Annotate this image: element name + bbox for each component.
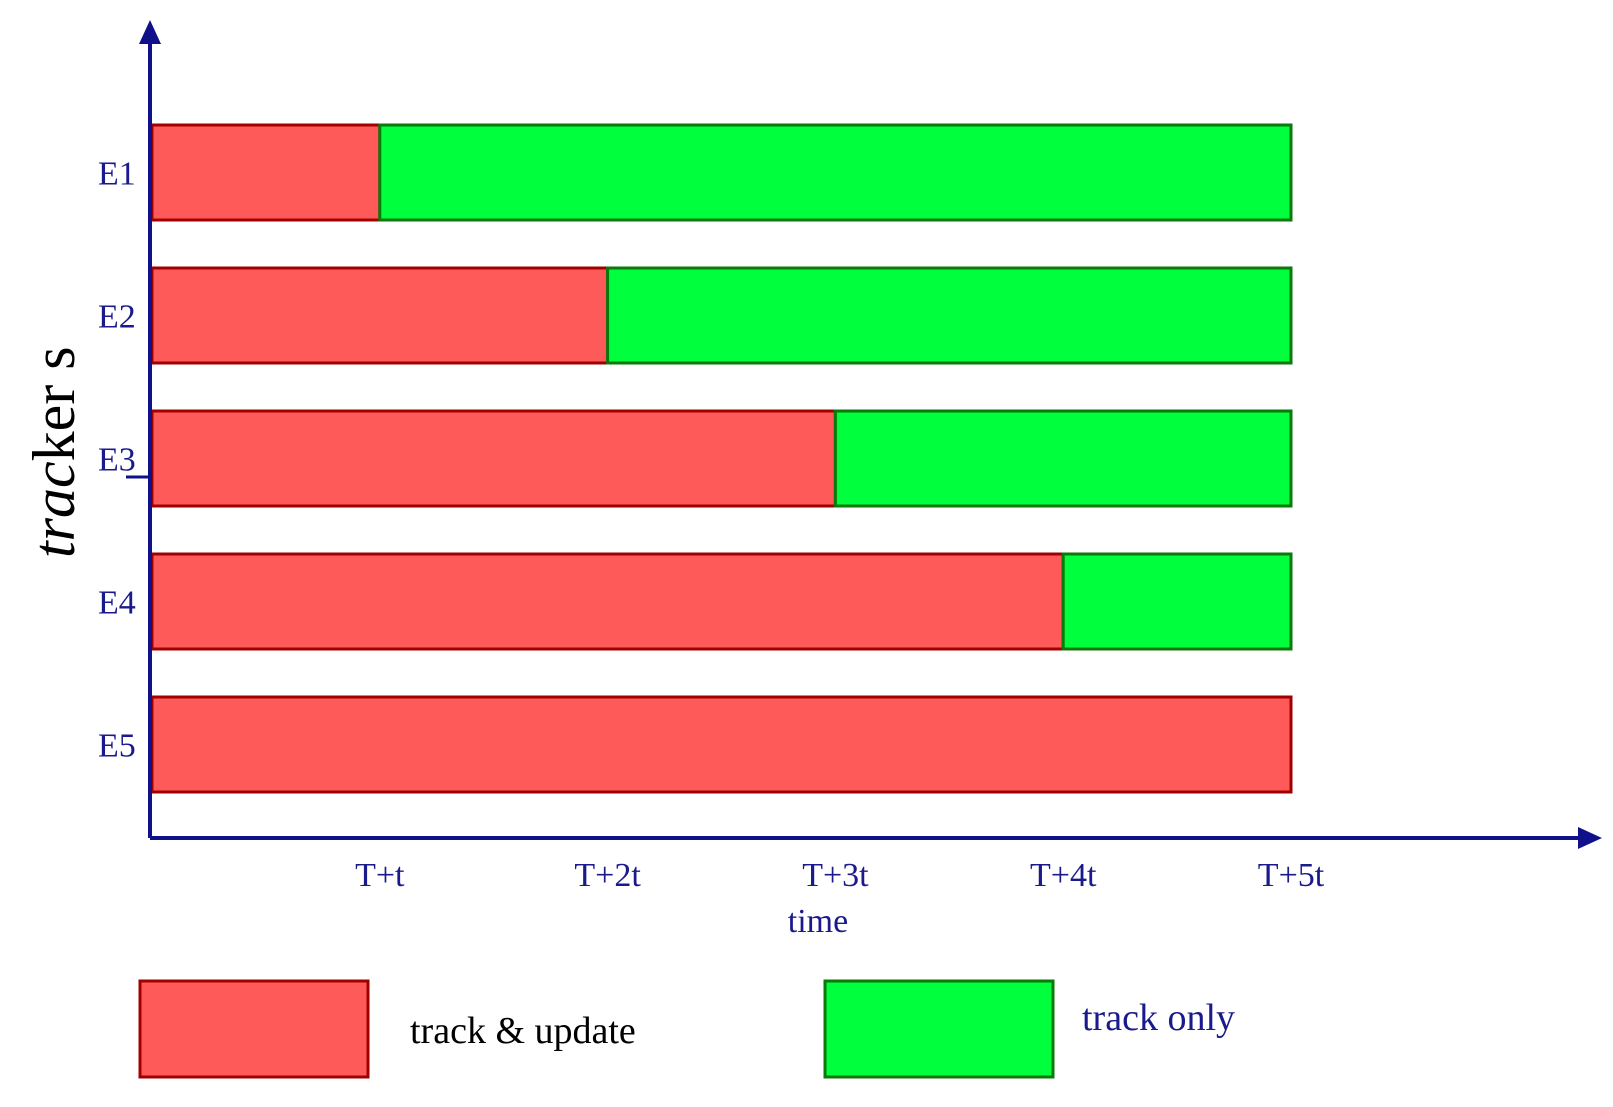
y-axis-label-roman-part: ker s: [21, 346, 87, 461]
bar-segment-e5-track-update: [150, 695, 1293, 794]
x-tick-label-5: T+5t: [1258, 857, 1325, 894]
x-tick-label-3: T+3t: [802, 857, 869, 894]
legend-label-track-update: track & update: [410, 1010, 636, 1052]
x-axis-arrow: [1578, 827, 1602, 849]
y-axis-label-italic-part: trac: [21, 461, 87, 558]
legend-swatch-track-only: [823, 979, 1055, 1079]
bar-segment-e2-track-update: [150, 266, 610, 365]
category-label-e4: E4: [98, 585, 136, 622]
bars-group: [150, 123, 1293, 794]
x-tick-label-1: T+t: [355, 857, 405, 894]
bar-segment-e4-track-only: [1061, 552, 1293, 651]
category-label-e5: E5: [98, 728, 136, 765]
bar-segment-e3-track-only: [833, 409, 1293, 508]
y-axis-label: tracker s: [21, 346, 87, 558]
bar-segment-e3-track-update: [150, 409, 837, 508]
bar-segment-e1-track-only: [378, 123, 1293, 222]
legend-swatch-track-update: [138, 979, 370, 1079]
x-tick-label-4: T+4t: [1030, 857, 1097, 894]
category-label-e3: E3: [98, 442, 136, 479]
bar-segment-e1-track-update: [150, 123, 382, 222]
axes-group: [126, 20, 1602, 849]
x-axis-label: time: [788, 903, 848, 940]
legend: track & update track only: [138, 979, 1235, 1079]
bar-segment-e4-track-update: [150, 552, 1065, 651]
legend-label-track-only: track only: [1082, 997, 1235, 1039]
category-label-e2: E2: [98, 299, 136, 336]
category-labels: E1 E2 E3 E4 E5: [98, 156, 136, 765]
y-axis-arrow: [139, 20, 161, 44]
category-label-e1: E1: [98, 156, 136, 193]
x-tick-labels: T+t T+2t T+3t T+4t T+5t: [355, 857, 1325, 894]
bar-segment-e2-track-only: [606, 266, 1293, 365]
x-tick-label-2: T+2t: [574, 857, 641, 894]
